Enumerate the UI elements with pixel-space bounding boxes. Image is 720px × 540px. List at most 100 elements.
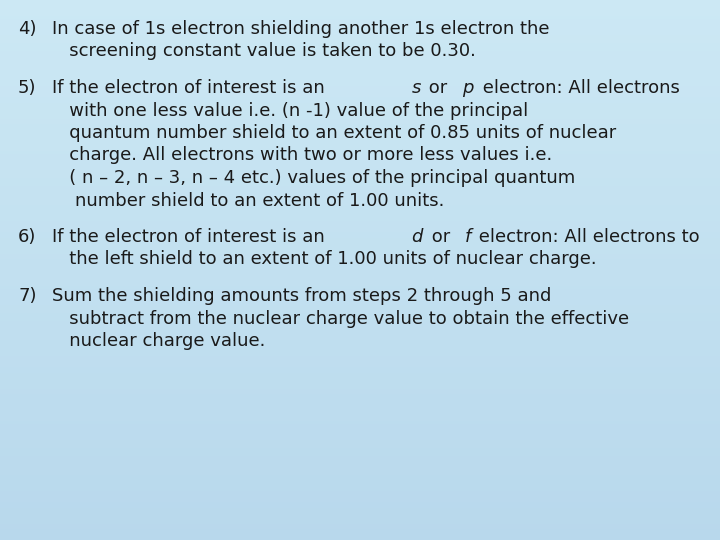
- Bar: [0, 186, 720, 189]
- Bar: [0, 529, 720, 532]
- Bar: [0, 437, 720, 440]
- Bar: [0, 508, 720, 510]
- Bar: [0, 78, 720, 81]
- Bar: [0, 535, 720, 537]
- Bar: [0, 184, 720, 186]
- Bar: [0, 321, 720, 324]
- Bar: [0, 22, 720, 24]
- Bar: [0, 35, 720, 38]
- Bar: [0, 116, 720, 119]
- Bar: [0, 524, 720, 526]
- Text: s: s: [411, 79, 420, 97]
- Bar: [0, 505, 720, 508]
- Text: or: or: [426, 228, 456, 246]
- Bar: [0, 178, 720, 181]
- Bar: [0, 181, 720, 184]
- Bar: [0, 124, 720, 127]
- Text: nuclear charge value.: nuclear charge value.: [52, 332, 266, 350]
- Bar: [0, 286, 720, 289]
- Bar: [0, 200, 720, 202]
- Bar: [0, 362, 720, 364]
- Bar: [0, 89, 720, 92]
- Text: In case of 1s electron shielding another 1s electron the: In case of 1s electron shielding another…: [52, 20, 549, 38]
- Text: If the electron of interest is an: If the electron of interest is an: [52, 79, 330, 97]
- Bar: [0, 456, 720, 459]
- Bar: [0, 151, 720, 154]
- Bar: [0, 418, 720, 421]
- Bar: [0, 537, 720, 540]
- Bar: [0, 11, 720, 14]
- Bar: [0, 157, 720, 159]
- Bar: [0, 262, 720, 265]
- Text: number shield to an extent of 1.00 units.: number shield to an extent of 1.00 units…: [52, 192, 444, 210]
- Text: or: or: [423, 79, 454, 97]
- Bar: [0, 14, 720, 16]
- Bar: [0, 489, 720, 491]
- Bar: [0, 94, 720, 97]
- Bar: [0, 240, 720, 243]
- Bar: [0, 227, 720, 229]
- Text: charge. All electrons with two or more less values i.e.: charge. All electrons with two or more l…: [52, 146, 552, 165]
- Bar: [0, 267, 720, 270]
- Bar: [0, 170, 720, 173]
- Bar: [0, 16, 720, 19]
- Bar: [0, 189, 720, 192]
- Bar: [0, 40, 720, 43]
- Bar: [0, 389, 720, 392]
- Bar: [0, 97, 720, 100]
- Bar: [0, 478, 720, 481]
- Bar: [0, 435, 720, 437]
- Bar: [0, 513, 720, 516]
- Bar: [0, 281, 720, 284]
- Bar: [0, 397, 720, 400]
- Bar: [0, 300, 720, 302]
- Bar: [0, 464, 720, 467]
- Bar: [0, 167, 720, 170]
- Bar: [0, 216, 720, 219]
- Bar: [0, 440, 720, 443]
- Bar: [0, 289, 720, 292]
- Bar: [0, 46, 720, 49]
- Bar: [0, 81, 720, 84]
- Bar: [0, 43, 720, 46]
- Bar: [0, 302, 720, 305]
- Bar: [0, 192, 720, 194]
- Bar: [0, 416, 720, 418]
- Bar: [0, 84, 720, 86]
- Bar: [0, 130, 720, 132]
- Bar: [0, 70, 720, 73]
- Bar: [0, 413, 720, 416]
- Bar: [0, 319, 720, 321]
- Bar: [0, 373, 720, 375]
- Bar: [0, 421, 720, 424]
- Bar: [0, 68, 720, 70]
- Bar: [0, 308, 720, 310]
- Bar: [0, 202, 720, 205]
- Bar: [0, 275, 720, 278]
- Bar: [0, 429, 720, 432]
- Bar: [0, 451, 720, 454]
- Bar: [0, 119, 720, 122]
- Bar: [0, 265, 720, 267]
- Bar: [0, 329, 720, 332]
- Bar: [0, 410, 720, 413]
- Bar: [0, 86, 720, 89]
- Bar: [0, 475, 720, 478]
- Bar: [0, 408, 720, 410]
- Bar: [0, 51, 720, 54]
- Bar: [0, 516, 720, 518]
- Bar: [0, 292, 720, 294]
- Text: 4): 4): [18, 20, 37, 38]
- Bar: [0, 486, 720, 489]
- Bar: [0, 19, 720, 22]
- Bar: [0, 140, 720, 143]
- Bar: [0, 386, 720, 389]
- Bar: [0, 154, 720, 157]
- Bar: [0, 148, 720, 151]
- Bar: [0, 259, 720, 262]
- Bar: [0, 378, 720, 381]
- Bar: [0, 235, 720, 238]
- Bar: [0, 343, 720, 346]
- Bar: [0, 54, 720, 57]
- Text: Sum the shielding amounts from steps 2 through 5 and: Sum the shielding amounts from steps 2 t…: [52, 287, 552, 305]
